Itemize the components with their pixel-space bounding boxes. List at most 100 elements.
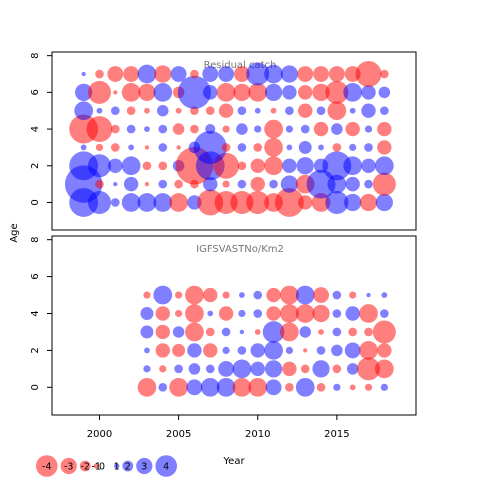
residual-bubble xyxy=(95,143,104,152)
legend-label: 0 xyxy=(99,462,105,473)
residual-bubble xyxy=(113,90,118,95)
x-axis-label: Year xyxy=(222,456,245,467)
residual-bubble xyxy=(264,119,283,139)
legend-label: 2 xyxy=(125,462,131,473)
panel-title: IGFSVASTNo/Km2 xyxy=(196,244,284,255)
residual-bubble xyxy=(75,83,93,102)
residual-bubble xyxy=(333,383,341,391)
residual-bubble xyxy=(380,106,389,116)
residual-bubble xyxy=(193,130,227,164)
legend-item: -3 xyxy=(60,457,77,475)
residual-bubble xyxy=(349,143,357,152)
panel-igfsvast: IGFSVASTNo/Km2 0 2 4 6 8 xyxy=(30,235,417,416)
residual-bubble xyxy=(285,125,293,133)
residual-bubble xyxy=(232,359,252,379)
residual-bubble xyxy=(237,143,247,152)
residual-bubble xyxy=(185,285,204,305)
legend-bubble xyxy=(114,463,120,469)
residual-bubble xyxy=(311,193,331,212)
residual-bubble xyxy=(331,344,343,357)
residual-bubble xyxy=(86,116,113,143)
residual-bubble xyxy=(200,377,220,397)
residual-bubble xyxy=(332,143,342,152)
residual-bubble xyxy=(155,306,170,321)
residual-bubble xyxy=(108,158,123,173)
residual-bubble xyxy=(296,157,314,175)
residual-bubble xyxy=(295,377,315,397)
residual-bubble xyxy=(154,65,172,83)
residual-bubble xyxy=(221,143,231,152)
residual-bubble xyxy=(280,285,299,305)
residual-bubble xyxy=(188,363,201,375)
legend-label: 3 xyxy=(141,462,147,473)
residual-bubble xyxy=(265,379,282,396)
residual-bubble xyxy=(218,66,235,82)
residual-bubble xyxy=(246,62,270,86)
residual-bubble xyxy=(253,290,263,300)
y-axis-label: Age xyxy=(9,223,20,242)
residual-bubble xyxy=(274,188,304,217)
residual-bubble xyxy=(269,179,278,189)
residual-bubble xyxy=(137,377,157,397)
residual-bubble xyxy=(318,144,324,151)
residual-bubble xyxy=(364,327,373,337)
residual-bubble xyxy=(325,190,349,214)
residual-bubble xyxy=(303,348,308,353)
residual-bubble xyxy=(110,143,120,152)
residual-bubble xyxy=(123,66,140,82)
residual-bubble xyxy=(364,179,373,189)
residual-bubble xyxy=(264,138,283,157)
residual-bubble xyxy=(280,304,299,323)
residual-bubble xyxy=(349,107,356,114)
residual-bubble xyxy=(318,329,324,335)
x-tick-label: 2015 xyxy=(324,429,349,440)
residual-bubble xyxy=(216,83,236,102)
residual-bubble xyxy=(280,175,299,193)
legend-item: -1 xyxy=(92,462,101,473)
legend-bubble xyxy=(136,457,153,475)
legend-item: -2 xyxy=(79,460,91,473)
residual-bubble xyxy=(121,193,141,212)
residual-bubble xyxy=(332,290,342,300)
residual-bubble xyxy=(377,140,392,155)
x-tick-label: 2005 xyxy=(166,429,191,440)
residual-bubble xyxy=(300,364,310,374)
y-tick-label: 2 xyxy=(30,163,41,169)
residual-bubble xyxy=(95,179,104,189)
residual-bubble xyxy=(170,66,187,82)
residual-bubble xyxy=(295,304,315,323)
residual-bubble xyxy=(126,124,136,134)
residual-bubble xyxy=(285,106,294,116)
residual-bubble xyxy=(250,361,265,377)
residual-bubble xyxy=(327,174,347,194)
residual-bubble xyxy=(343,156,363,176)
residual-bubble xyxy=(203,176,218,192)
residual-bubble xyxy=(169,377,188,397)
residual-bubble xyxy=(153,285,173,305)
residual-bubble xyxy=(190,69,199,79)
residual-bubble xyxy=(74,101,94,121)
legend-item: 1 xyxy=(114,462,120,473)
residual-bubble xyxy=(312,83,330,102)
residual-bubble xyxy=(239,292,245,298)
residual-bubble xyxy=(313,121,329,137)
residual-bubble xyxy=(372,320,396,344)
residual-bubble xyxy=(377,121,392,137)
legend-label: -2 xyxy=(80,462,89,473)
residual-bubble xyxy=(254,125,262,133)
residual-bubble xyxy=(295,285,315,305)
residual-bubble xyxy=(142,161,152,171)
residual-bubble xyxy=(121,83,141,102)
residual-bubble xyxy=(349,384,356,391)
residual-bubble xyxy=(143,291,151,299)
residual-bubble xyxy=(140,325,154,339)
residual-bubble xyxy=(158,124,168,134)
legend-item: 4 xyxy=(155,455,177,477)
residual-bubble xyxy=(250,158,265,173)
residual-bubble xyxy=(81,71,86,77)
residual-bubble xyxy=(218,103,234,118)
residual-bubble xyxy=(298,85,313,100)
residual-bubble xyxy=(254,107,261,114)
residual-bubble xyxy=(187,343,202,358)
residual-bubble xyxy=(286,144,293,151)
